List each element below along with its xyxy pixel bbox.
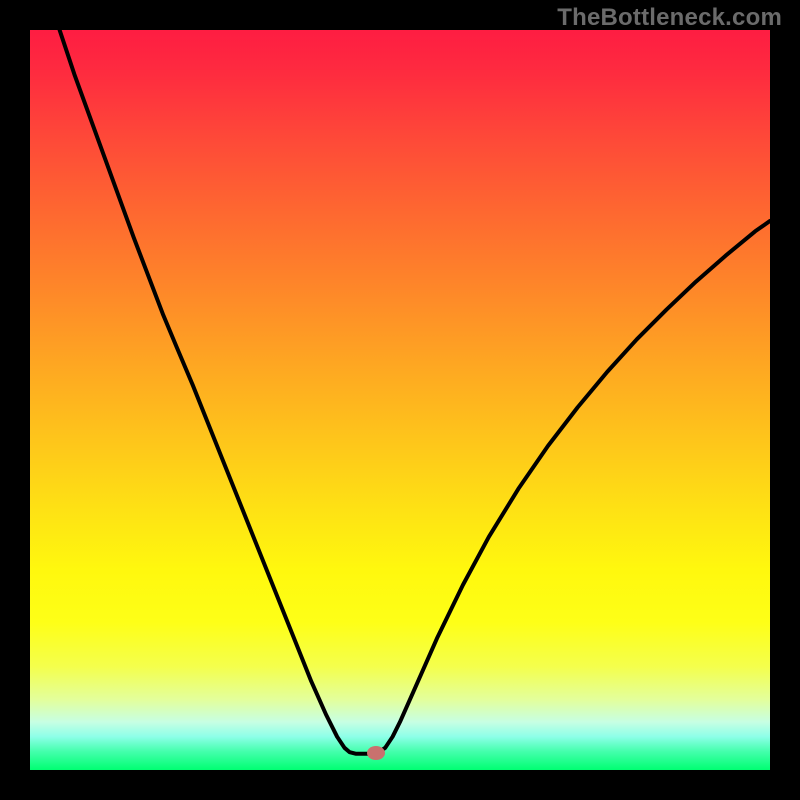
bottleneck-curve	[30, 30, 770, 770]
minimum-marker	[367, 746, 385, 760]
chart-frame: TheBottleneck.com	[0, 0, 800, 800]
chart-area	[30, 30, 770, 770]
watermark-text: TheBottleneck.com	[557, 4, 782, 32]
